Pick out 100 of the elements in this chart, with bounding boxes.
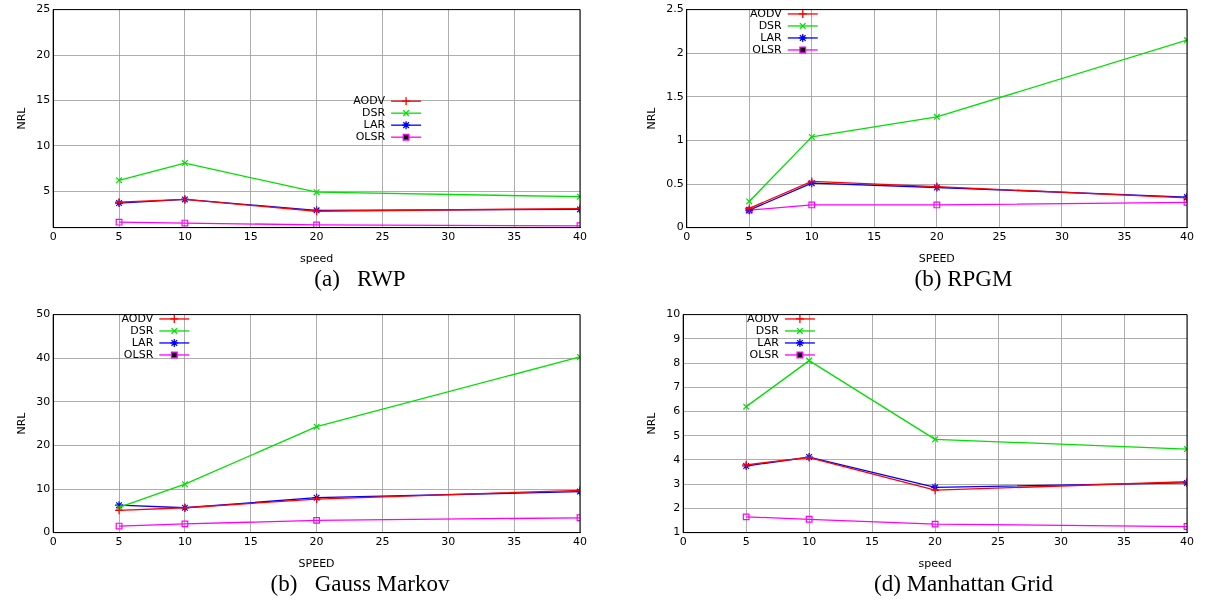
- text: (d) Manhattan Grid: [873, 571, 1054, 597]
- x-tick-label: 40: [573, 535, 587, 549]
- legend-label: AODV: [749, 6, 783, 20]
- legend-label: AODV: [747, 311, 780, 325]
- y-axis-title: NRL: [15, 106, 29, 130]
- y-tick-label: 1: [673, 525, 681, 539]
- y-tick-label: 7: [673, 380, 681, 394]
- x-tick-label: 40: [1180, 535, 1194, 549]
- x-tick-label: 5: [115, 535, 123, 549]
- y-tick-label: 6: [673, 404, 681, 418]
- point: [181, 219, 189, 227]
- x-tick-label: 10: [802, 535, 817, 549]
- y-tick-label: 2.5: [666, 2, 684, 16]
- x-tick-label: 5: [745, 230, 753, 244]
- y-tick-label: 1.5: [666, 89, 684, 103]
- x-tick-label: 15: [243, 535, 258, 549]
- y-tick-label: 10: [36, 138, 51, 152]
- y-tick-label: 0.5: [666, 176, 684, 190]
- point: [742, 513, 750, 521]
- x-tick-label: 25: [375, 535, 390, 549]
- legend-label: LAR: [760, 30, 783, 44]
- legend-label: DSR: [361, 106, 386, 120]
- x-tick-label: 35: [507, 230, 522, 244]
- x-tick-label: 20: [928, 535, 943, 549]
- y-tick-label: 40: [36, 351, 51, 365]
- y-tick-label: 0: [676, 220, 684, 234]
- y-tick-label: 5: [43, 184, 51, 198]
- x-tick-label: 20: [929, 230, 944, 244]
- point: [745, 198, 753, 205]
- point: [115, 176, 123, 184]
- y-tick-label: 15: [36, 93, 51, 107]
- y-tick-label: 20: [36, 438, 51, 452]
- x-tick-label: 15: [867, 230, 882, 244]
- y-tick-label: 4: [673, 452, 681, 466]
- x-tick-label: 30: [1054, 535, 1069, 549]
- y-tick-label: 50: [36, 307, 51, 321]
- x-axis-title: speed: [918, 557, 952, 571]
- y-axis-title: NRL: [15, 411, 29, 435]
- x-axis-title: SPEED: [918, 252, 955, 266]
- x-axis-title: SPEED: [298, 557, 335, 571]
- point: [931, 435, 939, 443]
- point: [313, 221, 321, 228]
- x-tick-label: 35: [1117, 535, 1132, 549]
- legend-label: OLSR: [752, 42, 783, 56]
- legend-label: OLSR: [749, 347, 780, 361]
- x-tick-label: 15: [865, 535, 880, 549]
- legend-label: DSR: [755, 323, 780, 337]
- legend-label: LAR: [363, 118, 386, 132]
- y-tick-label: 8: [673, 355, 681, 369]
- point: [805, 357, 813, 365]
- y-tick-label: 1: [676, 133, 684, 147]
- x-tick-label: 25: [375, 230, 390, 244]
- y-tick-label: 5: [673, 428, 681, 442]
- y-tick-label: 10: [36, 481, 51, 495]
- legend-label: LAR: [131, 335, 154, 349]
- x-tick-label: 30: [1054, 230, 1069, 244]
- point: [181, 520, 189, 528]
- x-tick-label: 35: [1117, 230, 1132, 244]
- x-tick-label: 25: [992, 230, 1007, 244]
- y-tick-label: 9: [673, 331, 681, 345]
- y-tick-label: 0: [43, 525, 51, 539]
- text: (b) Gauss Markov: [269, 571, 451, 597]
- point: [114, 505, 124, 515]
- legend-label: DSR: [758, 18, 783, 32]
- x-tick-label: 5: [742, 535, 750, 549]
- x-tick-label: 25: [991, 535, 1006, 549]
- point: [115, 522, 123, 530]
- y-tick-label: 2: [673, 501, 681, 515]
- text: (a) RWP: [313, 266, 407, 292]
- point: [805, 515, 813, 523]
- legend-label: AODV: [353, 94, 386, 108]
- x-tick-label: 10: [804, 230, 819, 244]
- x-tick-label: 40: [1180, 230, 1194, 244]
- y-tick-label: 10: [666, 307, 681, 321]
- x-tick-label: 10: [177, 230, 192, 244]
- point: [742, 403, 750, 411]
- point: [931, 520, 939, 528]
- x-axis-title: speed: [299, 252, 334, 266]
- x-tick-label: 30: [441, 230, 456, 244]
- x-tick-label: 20: [309, 535, 324, 549]
- text: (b) RPGM: [913, 266, 1014, 292]
- y-tick-label: 25: [36, 2, 51, 16]
- legend-label: AODV: [121, 311, 154, 325]
- point: [808, 201, 816, 209]
- x-tick-label: 35: [507, 535, 522, 549]
- x-tick-label: 5: [115, 230, 123, 244]
- legend-label: DSR: [130, 323, 154, 337]
- y-tick-label: 3: [673, 477, 681, 491]
- x-tick-label: 15: [243, 230, 258, 244]
- x-tick-label: 30: [441, 535, 456, 549]
- y-axis-title: NRL: [645, 411, 659, 435]
- point: [181, 480, 189, 488]
- x-tick-label: 10: [177, 535, 192, 549]
- y-axis-title: NRL: [645, 106, 659, 130]
- legend-label: LAR: [757, 335, 780, 349]
- x-tick-label: 40: [573, 230, 587, 244]
- y-tick-label: 30: [36, 394, 51, 408]
- point: [808, 133, 816, 141]
- point: [933, 201, 941, 209]
- y-tick-label: 2: [676, 46, 684, 60]
